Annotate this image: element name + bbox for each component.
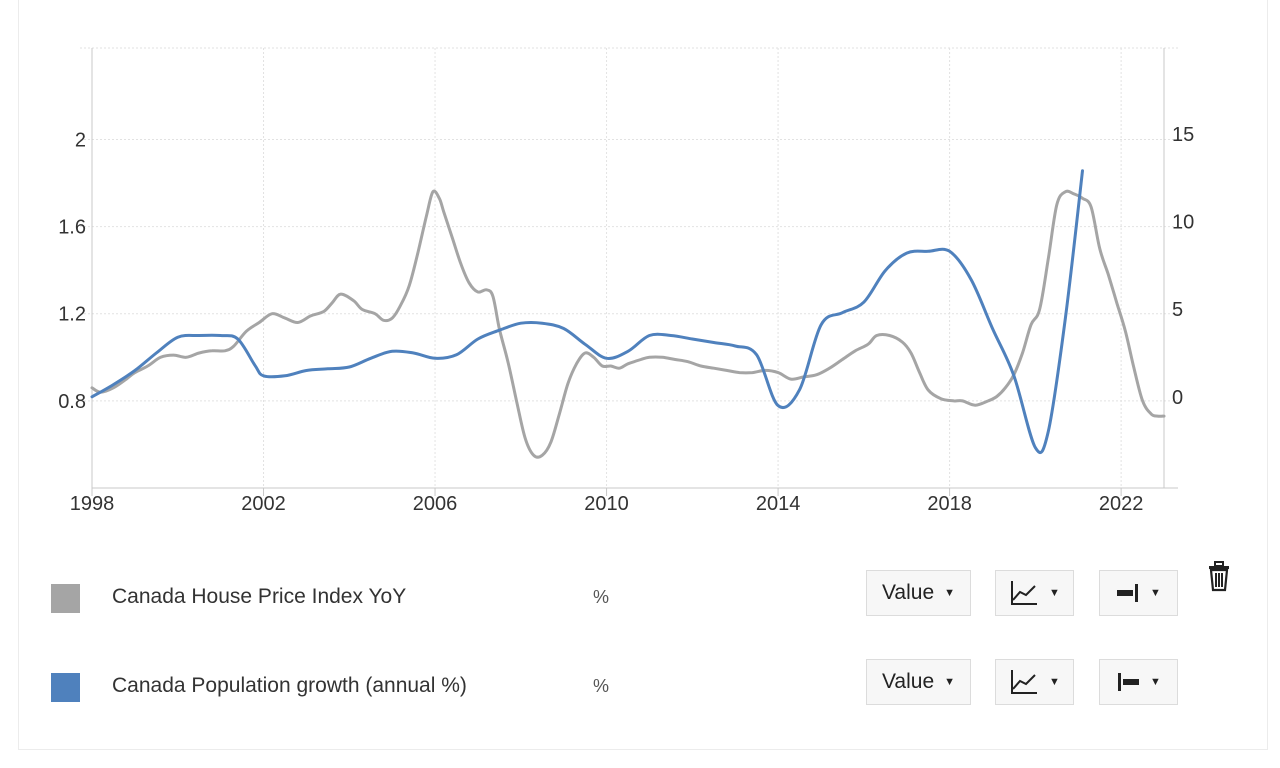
value-dropdown[interactable]: Value ▼ <box>866 570 971 616</box>
x-tick-label: 2006 <box>413 493 458 515</box>
chart-type-dropdown[interactable]: ▼ <box>995 570 1074 616</box>
series-label: Canada Population growth (annual %) <box>112 674 467 697</box>
y-left-tick-label: 1.2 <box>58 304 86 326</box>
y-right-tick-label: 15 <box>1172 124 1194 146</box>
series-unit: % <box>593 676 610 696</box>
chart-type-dropdown[interactable]: ▼ <box>995 659 1074 705</box>
caret-down-icon: ▼ <box>944 587 956 599</box>
axis-dropdown[interactable]: ▼ <box>1099 659 1178 705</box>
x-tick-label: 1998 <box>70 493 115 515</box>
line-chart-icon <box>1011 670 1038 694</box>
chart-panel <box>18 0 1268 750</box>
line-chart: 0.8 1.2 1.6 2 0 5 10 15 1998 2002 2006 2010 2014 2018… <box>58 47 1194 515</box>
series-line-house-price <box>90 189 1166 459</box>
trash-icon[interactable] <box>1206 559 1232 593</box>
value-dropdown-label: Value <box>881 670 935 693</box>
y-left-tick-label: 0.8 <box>58 391 86 413</box>
x-tick-label: 2018 <box>927 493 972 515</box>
axes <box>91 48 1178 496</box>
value-dropdown[interactable]: Value ▼ <box>866 659 971 705</box>
x-tick-label: 2022 <box>1099 493 1144 515</box>
y-left-tick-label: 1.6 <box>58 217 86 239</box>
grid-lines <box>80 47 1178 488</box>
left-axis-icon <box>1118 673 1140 691</box>
series-swatch-house-price <box>51 584 80 613</box>
caret-down-icon: ▼ <box>944 676 956 688</box>
legend-row-population: Canada Population growth (annual %) % Va… <box>0 658 1280 718</box>
legend-row-house-price: Canada House Price Index YoY % Value ▼ ▼ … <box>0 561 1280 629</box>
caret-down-icon: ▼ <box>1049 676 1060 688</box>
y-right-tick-label: 0 <box>1172 387 1183 409</box>
line-chart-icon <box>1011 581 1038 605</box>
tick-labels: 0.8 1.2 1.6 2 0 5 10 15 1998 2002 2006 2010 2014 2018… <box>58 124 1194 515</box>
series-lines <box>90 169 1166 459</box>
caret-down-icon: ▼ <box>1150 587 1161 599</box>
series-unit: % <box>593 587 610 607</box>
value-dropdown-label: Value <box>881 581 935 604</box>
caret-down-icon: ▼ <box>1150 676 1161 688</box>
x-tick-label: 2014 <box>756 493 801 515</box>
series-label: Canada House Price Index YoY <box>112 585 407 608</box>
axis-dropdown[interactable]: ▼ <box>1099 570 1178 616</box>
y-left-tick-label: 2 <box>75 129 86 151</box>
series-line-population <box>90 169 1084 454</box>
y-right-tick-label: 5 <box>1172 299 1183 321</box>
y-right-tick-label: 10 <box>1172 212 1194 234</box>
x-tick-label: 2002 <box>241 493 286 515</box>
x-tick-label: 2010 <box>584 493 629 515</box>
series-swatch-population <box>51 673 80 702</box>
caret-down-icon: ▼ <box>1049 587 1060 599</box>
right-axis-icon <box>1117 584 1139 602</box>
